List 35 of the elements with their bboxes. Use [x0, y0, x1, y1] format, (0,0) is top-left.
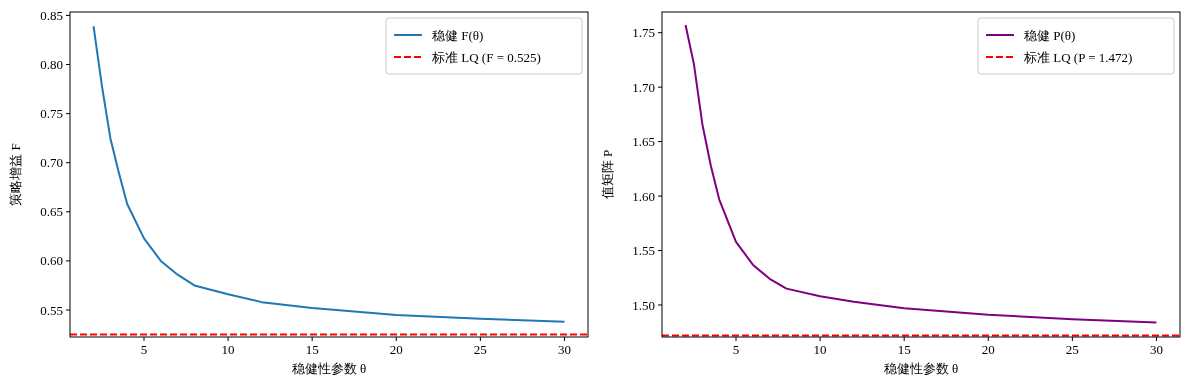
- x-tick-label: 25: [1065, 342, 1079, 357]
- x-tick-label: 15: [897, 342, 911, 357]
- x-tick-label: 5: [732, 342, 740, 357]
- y-tick-label: 1.50: [632, 297, 655, 313]
- y-tick-label: 0.70: [40, 155, 63, 171]
- y-tick-label: 0.65: [40, 204, 63, 220]
- y-tick-label: 0.75: [40, 106, 63, 122]
- x-axis-title: 稳健性参数 θ: [291, 361, 367, 376]
- y-tick-label: 1.65: [632, 134, 655, 150]
- y-tick-label: 1.60: [632, 188, 655, 204]
- x-axis-title: 稳健性参数 θ: [883, 361, 959, 376]
- y-axis-title: 值矩阵 P: [600, 149, 615, 200]
- y-axis-title: 策略增益 F: [8, 143, 23, 206]
- x-tick-label: 10: [221, 342, 235, 357]
- line-series: [684, 24, 1158, 324]
- x-tick-label: 5: [140, 342, 148, 357]
- x-tick-label: 30: [557, 342, 571, 357]
- legend-label: 稳健 F(θ): [432, 27, 484, 43]
- line-series: [92, 25, 566, 323]
- x-tick-label: 20: [981, 342, 995, 357]
- x-tick-label: 25: [473, 342, 487, 357]
- y-tick-label: 0.60: [40, 253, 63, 269]
- legend-label: 稳健 P(θ): [1024, 27, 1076, 43]
- x-tick-label: 15: [305, 342, 319, 357]
- y-tick-label: 0.55: [40, 302, 63, 318]
- x-tick-label: 10: [813, 342, 827, 357]
- legend-label: 标准 LQ (P = 1.472): [1023, 49, 1133, 65]
- x-tick-label: 20: [389, 342, 403, 357]
- legend-label: 标准 LQ (F = 0.525): [431, 49, 541, 65]
- x-tick-label: 30: [1149, 342, 1163, 357]
- y-tick-label: 1.75: [632, 25, 655, 41]
- y-tick-label: 0.85: [40, 7, 63, 23]
- y-tick-label: 1.70: [632, 79, 655, 95]
- y-tick-label: 1.55: [632, 243, 655, 259]
- y-tick-label: 0.80: [40, 57, 63, 73]
